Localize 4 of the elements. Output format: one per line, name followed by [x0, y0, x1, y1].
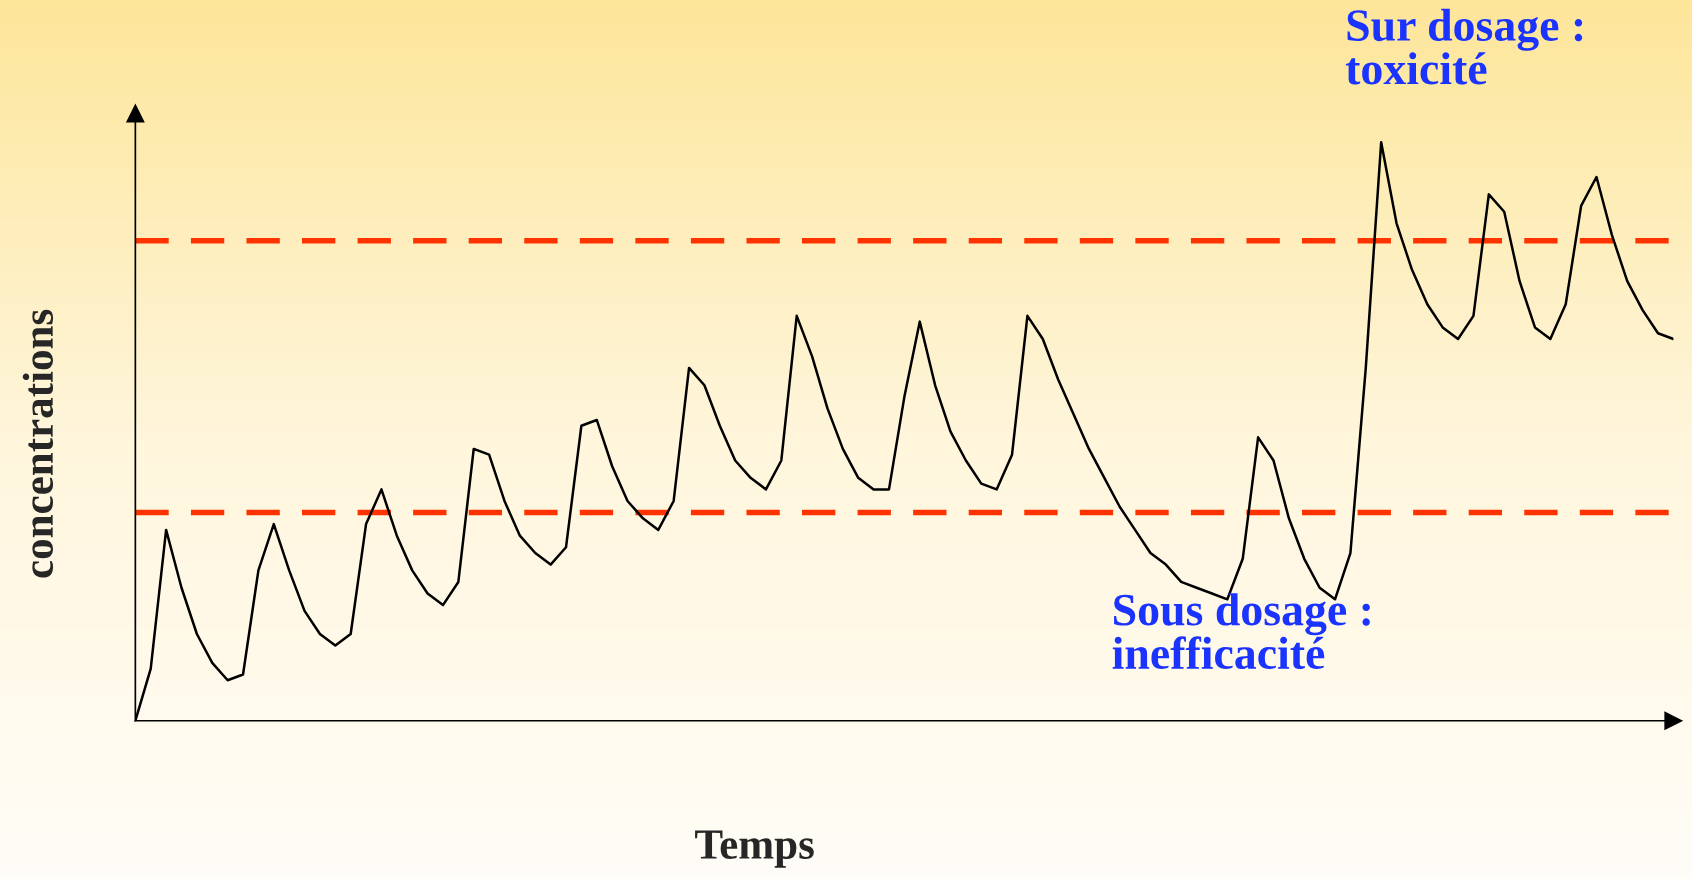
x-axis-title: Temps [695, 830, 814, 868]
y-axis-title: concentrations [22, 309, 54, 578]
annotation: Sous dosage : inefficacité [1112, 593, 1370, 670]
text: Sur dosage : toxicité [1345, 8, 1583, 85]
